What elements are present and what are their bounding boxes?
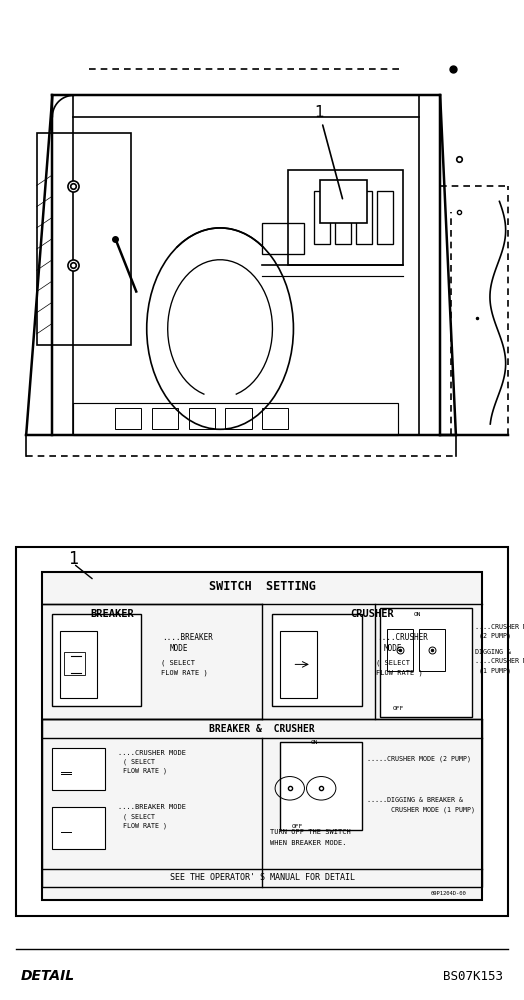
Text: OFF: OFF: [292, 824, 303, 829]
Bar: [288, 170, 403, 265]
Bar: [37, 132, 131, 344]
Bar: [335, 191, 351, 244]
Bar: [73, 403, 398, 435]
Text: ....CRUSHER: ....CRUSHER: [377, 633, 428, 642]
Bar: [320, 180, 367, 223]
Bar: [42, 719, 482, 887]
Bar: [152, 408, 178, 429]
Text: 09P1204D-00: 09P1204D-00: [431, 891, 466, 896]
Bar: [16, 547, 508, 916]
Text: ( SELECT: ( SELECT: [161, 659, 195, 666]
Text: CRUSHER: CRUSHER: [350, 609, 394, 619]
Bar: [64, 652, 85, 675]
Text: CRUSHER MODE (1 PUMP): CRUSHER MODE (1 PUMP): [367, 806, 475, 813]
Bar: [380, 608, 472, 717]
Text: DIGGING &: DIGGING &: [475, 649, 511, 655]
Text: WHEN BREAKER MODE.: WHEN BREAKER MODE.: [270, 840, 346, 846]
Bar: [189, 408, 215, 429]
Text: ....CRUSHER MODE: ....CRUSHER MODE: [475, 658, 524, 664]
Text: DETAIL: DETAIL: [21, 969, 75, 983]
Text: ON: ON: [414, 611, 421, 616]
Bar: [52, 807, 105, 849]
Bar: [115, 408, 141, 429]
Bar: [314, 191, 330, 244]
Bar: [280, 742, 362, 830]
Text: BS07K153: BS07K153: [443, 970, 503, 982]
Text: MODE: MODE: [169, 644, 188, 653]
Text: ....CRUSHER MODE: ....CRUSHER MODE: [118, 750, 186, 756]
Text: FLOW RATE ): FLOW RATE ): [123, 822, 167, 829]
Text: OFF: OFF: [392, 706, 404, 711]
Bar: [262, 408, 288, 429]
Text: BREAKER &  CRUSHER: BREAKER & CRUSHER: [209, 724, 315, 734]
Bar: [42, 572, 482, 900]
Bar: [280, 631, 317, 698]
Bar: [272, 614, 362, 706]
Text: 1: 1: [68, 550, 79, 568]
Text: ON: ON: [311, 740, 318, 745]
Bar: [225, 408, 252, 429]
Text: TURN OFF THE SWITCH: TURN OFF THE SWITCH: [270, 829, 351, 835]
Text: 1: 1: [314, 105, 343, 199]
Bar: [419, 629, 445, 671]
Text: BREAKER: BREAKER: [91, 609, 135, 619]
Text: ....CRUSHER MODE: ....CRUSHER MODE: [475, 624, 524, 630]
Bar: [52, 614, 141, 706]
Bar: [356, 191, 372, 244]
Text: .....CRUSHER MODE (2 PUMP): .....CRUSHER MODE (2 PUMP): [367, 755, 471, 762]
Bar: [60, 631, 97, 698]
Text: SWITCH  SETTING: SWITCH SETTING: [209, 580, 315, 593]
Text: ( SELECT: ( SELECT: [376, 659, 410, 666]
Bar: [262, 223, 304, 254]
Bar: [387, 629, 413, 671]
Text: (1 PUMP): (1 PUMP): [479, 667, 511, 674]
Bar: [377, 191, 393, 244]
Bar: [52, 748, 105, 790]
Text: .....DIGGING & BREAKER &: .....DIGGING & BREAKER &: [367, 797, 463, 803]
Text: MODE: MODE: [384, 644, 402, 653]
Text: FLOW RATE ): FLOW RATE ): [123, 768, 167, 774]
Text: ....BREAKER MODE: ....BREAKER MODE: [118, 804, 186, 810]
Text: (2 PUMP): (2 PUMP): [479, 633, 511, 639]
Text: ....BREAKER: ....BREAKER: [162, 633, 213, 642]
Text: SEE THE OPERATOR' S MANUAL FOR DETAIL: SEE THE OPERATOR' S MANUAL FOR DETAIL: [169, 873, 355, 882]
Text: FLOW RATE ): FLOW RATE ): [161, 670, 208, 676]
Text: ( SELECT: ( SELECT: [123, 759, 155, 765]
Text: FLOW RATE ): FLOW RATE ): [376, 670, 423, 676]
Text: ( SELECT: ( SELECT: [123, 813, 155, 820]
